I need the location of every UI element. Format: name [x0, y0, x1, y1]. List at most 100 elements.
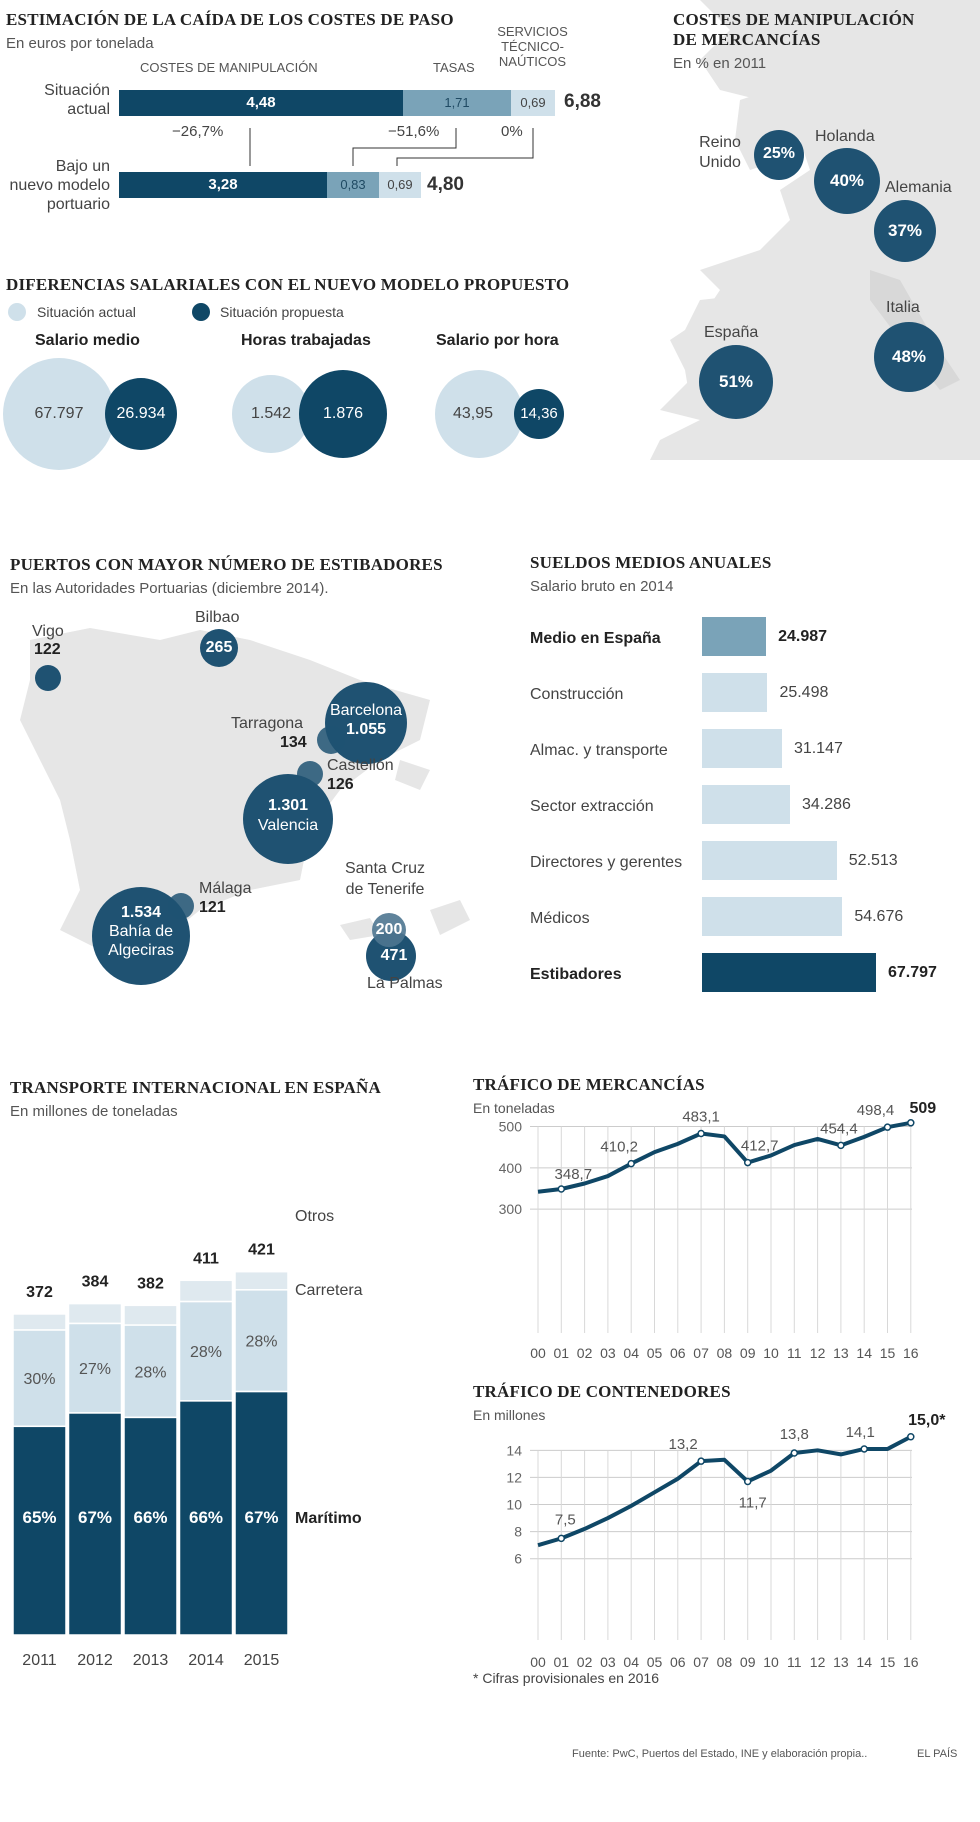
maritimo-label: 67% [78, 1508, 112, 1527]
vigo-value: 122 [34, 641, 61, 658]
y-tick-label: 8 [514, 1524, 522, 1540]
x-tick-label: 12 [810, 1345, 826, 1361]
data-point [883, 1123, 892, 1131]
x-tick-label: 15 [880, 1345, 896, 1361]
valencia-value: 1.301 [267, 797, 309, 814]
tenerife-label: Santa Cruz de Tenerife [344, 860, 426, 898]
data-point [557, 1534, 566, 1543]
italia-bubble [874, 322, 944, 392]
sueldo-bar [702, 617, 767, 656]
sueldo-value: 31.147 [793, 740, 843, 757]
x-tick-label: 16 [903, 1654, 919, 1670]
salarios-bubbles [3, 358, 564, 470]
data-label: 509 [909, 1100, 936, 1117]
data-label: 15,0* [908, 1412, 946, 1429]
bilbao-bubble [200, 629, 238, 667]
y-tick-label: 10 [506, 1497, 522, 1513]
change-manip: −26,7% [172, 123, 224, 140]
sueldo-label: Almac. y transporte [530, 742, 668, 759]
legend-carretera: Carretera [295, 1282, 363, 1299]
x-tick-label: 10 [763, 1654, 779, 1670]
row2-tasas-bar: 0,83 [327, 172, 379, 198]
holanda-label: Holanda [815, 128, 875, 145]
x-tick-label: 14 [856, 1654, 872, 1670]
header-tasas: TASAS [433, 60, 475, 75]
sueldo-bar [702, 841, 837, 880]
vigo-label: Vigo [32, 623, 64, 640]
data-label: 13,2 [668, 1436, 697, 1453]
total-label: 372 [26, 1284, 53, 1301]
legend-actual: Situación actual [37, 304, 136, 320]
algeciras-label: 1.534 Bahía de Algeciras [108, 904, 174, 959]
sueldo-value: 52.513 [848, 852, 898, 869]
x-tick-label: 09 [740, 1345, 756, 1361]
legend-prop: Situación propuesta [220, 304, 344, 320]
change-tasas: −51,6% [388, 123, 440, 140]
data-label: 454,4 [820, 1120, 858, 1137]
connector-tasas [352, 128, 457, 166]
series-line [537, 1435, 912, 1548]
row1-total: 6,88 [564, 91, 601, 112]
data-point [627, 1159, 635, 1168]
data-point [907, 1433, 915, 1441]
maritimo-label: 67% [244, 1508, 278, 1527]
x-tick-label: 01 [554, 1654, 570, 1670]
horas-prop-value: 1.876 [322, 405, 364, 422]
legend-actual-dot [8, 303, 26, 321]
row1-tasas-bar: 1,71 [403, 90, 511, 116]
holanda-bubble [814, 148, 880, 214]
sueldo-bar [702, 953, 876, 992]
sueldo-bar [702, 673, 768, 712]
palmas-bubble [366, 931, 416, 981]
y-tick-label: 6 [514, 1551, 522, 1567]
carretera-segment [234, 1289, 289, 1393]
year-label: 2013 [133, 1652, 169, 1669]
header-manip: COSTES DE MANIPULACIÓN [140, 60, 318, 75]
total-label: 384 [82, 1274, 109, 1291]
sueldo-bar [702, 785, 790, 824]
x-tick-label: 03 [600, 1345, 616, 1361]
row1-label: Situación actual [44, 82, 110, 118]
data-point [837, 1141, 845, 1150]
x-tick-label: 10 [763, 1345, 779, 1361]
salarios-legend-dots [8, 303, 210, 321]
castellon-label: Castellón [327, 757, 394, 774]
x-tick-label: 00 [530, 1654, 546, 1670]
y-tick-label: 14 [506, 1442, 522, 1458]
x-tick-label: 14 [856, 1345, 872, 1361]
spain-map [20, 628, 470, 950]
salario-medio-label: Salario medio [35, 332, 140, 349]
x-tick-label: 07 [693, 1345, 709, 1361]
year-label: 2011 [22, 1652, 57, 1669]
x-tick-label: 02 [577, 1345, 593, 1361]
data-label: 498,4 [857, 1102, 895, 1119]
sueldo-label: Directores y gerentes [530, 854, 683, 871]
legend-maritimo: Marítimo [295, 1510, 362, 1527]
x-tick-label: 16 [903, 1345, 919, 1361]
x-tick-label: 13 [833, 1345, 849, 1361]
salario-medio-prop-value: 26.934 [116, 405, 166, 422]
valencia-label: Valencia [257, 817, 319, 834]
alemania-label: Alemania [885, 179, 952, 196]
manip-map-subtitle: En % en 2011 [673, 55, 767, 72]
row2-label: Bajo un nuevo modelo portuario [9, 158, 110, 213]
salarios-title: DIFERENCIAS SALARIALES CON EL NUEVO MODE… [6, 275, 570, 294]
espana-label: España [704, 324, 759, 341]
salario-hora-prop-value: 14,36 [520, 405, 558, 422]
horas-actual-value: 1.542 [250, 405, 292, 422]
y-tick-label: 300 [499, 1201, 523, 1217]
x-tick-label: 11 [787, 1654, 802, 1670]
algeciras-bubble [92, 887, 190, 985]
carretera-label: 30% [23, 1371, 55, 1388]
castellon-value: 126 [327, 776, 354, 793]
carretera-label: 28% [245, 1334, 277, 1351]
uk-label: Reino Unido [699, 134, 741, 171]
maritimo-segment [12, 1425, 67, 1636]
row2-serv-bar: 0,69 [379, 172, 421, 198]
manip-map-title: COSTES DE MANIPULACIÓN DE MERCANCÍAS [673, 10, 915, 49]
data-label: 11,7 [739, 1494, 767, 1511]
mercancias-subtitle: En toneladas [473, 1100, 555, 1116]
x-tick-label: 04 [623, 1345, 639, 1361]
manip-bubbles [699, 130, 944, 419]
vigo-bubble [35, 665, 61, 691]
